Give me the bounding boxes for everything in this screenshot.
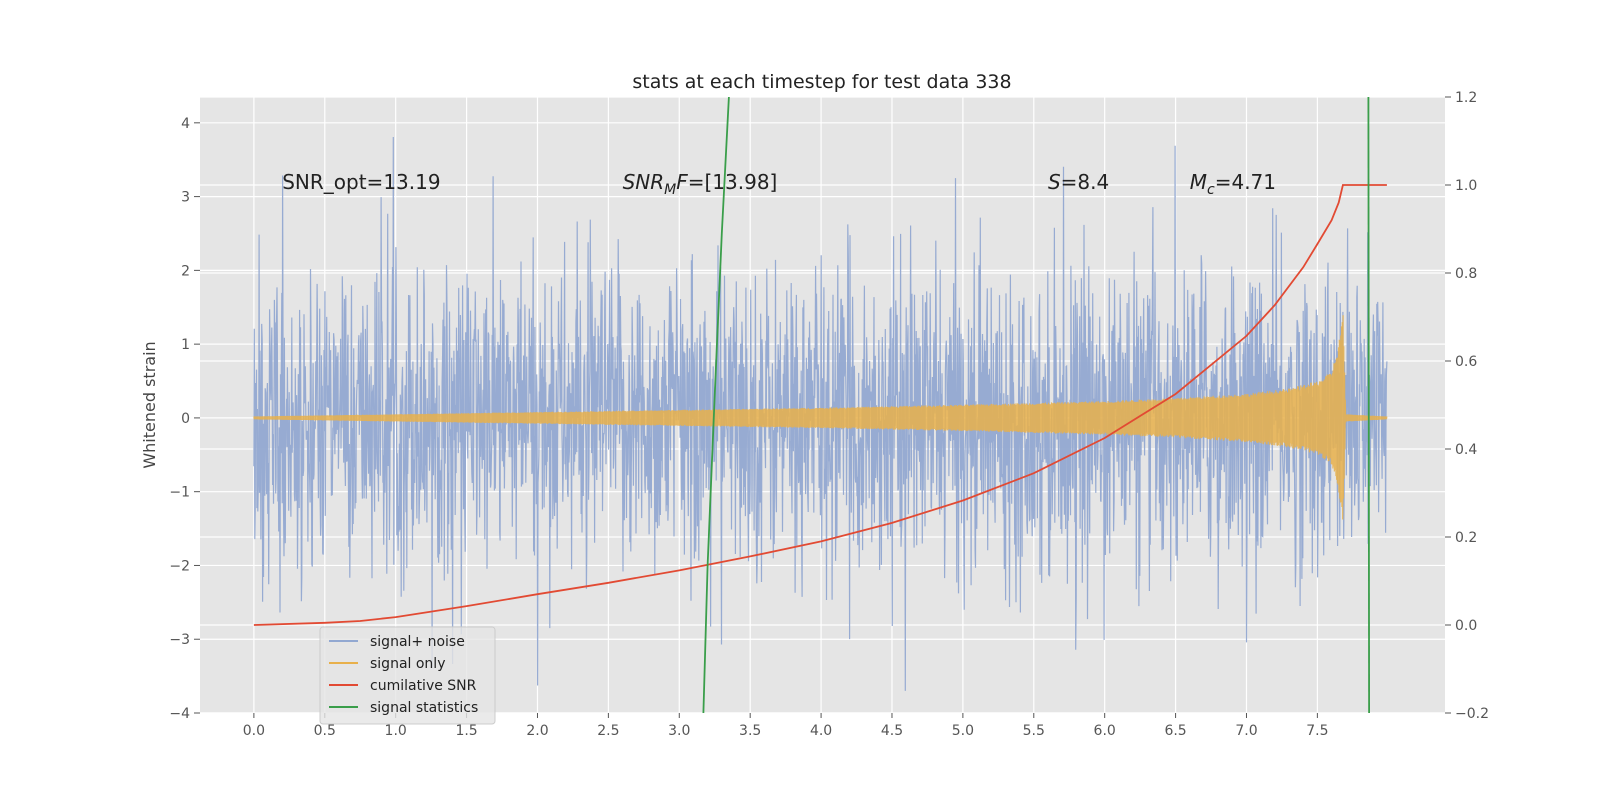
series-cumulative-snr	[253, 184, 1387, 626]
annotation-3: Mc=4.71	[1190, 170, 1276, 198]
signal-only-line	[253, 315, 1388, 520]
y2-tick-label: 1.0	[1455, 178, 1477, 194]
x-tick-label: 7.5	[1306, 723, 1328, 739]
x-tick-label: 1.5	[455, 723, 477, 739]
series-signal-plus-noise	[253, 136, 1388, 691]
y-tick-label: −4	[169, 706, 190, 722]
y2-tick-label: 0.0	[1455, 618, 1477, 634]
y2-tick-label: −0.2	[1455, 706, 1489, 722]
y2-axis-ticks: −0.2 0.0 0.2 0.4 0.6 0.8 1.0 1.2	[1445, 90, 1489, 722]
signal-plus-noise-line	[253, 136, 1388, 691]
x-tick-label: 3.0	[668, 723, 690, 739]
y-axis-ticks: −4 −3 −2 −1 0 1 2 3 4	[169, 116, 200, 722]
y2-tick-label: 0.4	[1455, 442, 1477, 458]
annotation-0: SNR_opt=13.19	[282, 170, 440, 194]
x-tick-label: 2.5	[597, 723, 619, 739]
signal-statistics-line-0	[702, 97, 730, 713]
series-signal-statistics	[702, 97, 1370, 713]
legend: signal+ noise signal only cumilative SNR si…	[319, 626, 496, 725]
y2-tick-label: 0.2	[1455, 530, 1477, 546]
x-tick-label: 3.5	[739, 723, 761, 739]
x-tick-label: 6.5	[1164, 723, 1186, 739]
chart-title: stats at each timestep for test data 338	[632, 71, 1011, 93]
x-tick-label: 4.0	[810, 723, 832, 739]
x-tick-label: 0.5	[314, 723, 336, 739]
series-signal-only	[253, 315, 1388, 520]
x-tick-label: 7.0	[1235, 723, 1257, 739]
annotation-2: S=8.4	[1048, 170, 1109, 194]
x-tick-label: 0.0	[243, 723, 265, 739]
y2-tick-label: 0.6	[1455, 354, 1477, 370]
legend-label-3: signal statistics	[370, 700, 478, 716]
x-tick-label: 5.0	[952, 723, 974, 739]
signal-statistics-line-1	[1367, 97, 1370, 713]
x-tick-label: 6.0	[1094, 723, 1116, 739]
y-tick-label: −3	[169, 632, 190, 648]
legend-label-1: signal only	[370, 656, 445, 672]
y-tick-label: 4	[181, 116, 190, 132]
x-tick-label: 4.5	[881, 723, 903, 739]
y-axis-label: Whitened strain	[140, 341, 159, 468]
y-tick-label: −1	[169, 485, 190, 501]
x-tick-label: 1.0	[385, 723, 407, 739]
y2-tick-label: 1.2	[1455, 90, 1477, 106]
x-tick-label: 5.5	[1023, 723, 1045, 739]
y-tick-label: 2	[181, 263, 190, 279]
cumulative-snr-line	[253, 184, 1387, 626]
x-tick-label: 2.0	[526, 723, 548, 739]
legend-label-0: signal+ noise	[370, 634, 465, 650]
legend-label-2: cumilative SNR	[370, 678, 477, 694]
annotations: SNR_opt=13.19 SNRMF=[13.98] S=8.4 Mc=4.71	[282, 170, 1276, 198]
y-tick-label: 0	[181, 411, 190, 427]
annotation-1: SNRMF=[13.98]	[623, 170, 778, 198]
y-tick-label: −2	[169, 558, 190, 574]
x-axis-ticks: 0.0 0.5 1.0 1.5 2.0 2.5 3.0 3.5 4.0 4.5 5.0 5.5 6.0 6…	[243, 713, 1329, 739]
legend-box	[319, 626, 496, 725]
y-tick-label: 1	[181, 337, 190, 353]
y2-tick-label: 0.8	[1455, 266, 1477, 282]
y-tick-label: 3	[181, 190, 190, 206]
